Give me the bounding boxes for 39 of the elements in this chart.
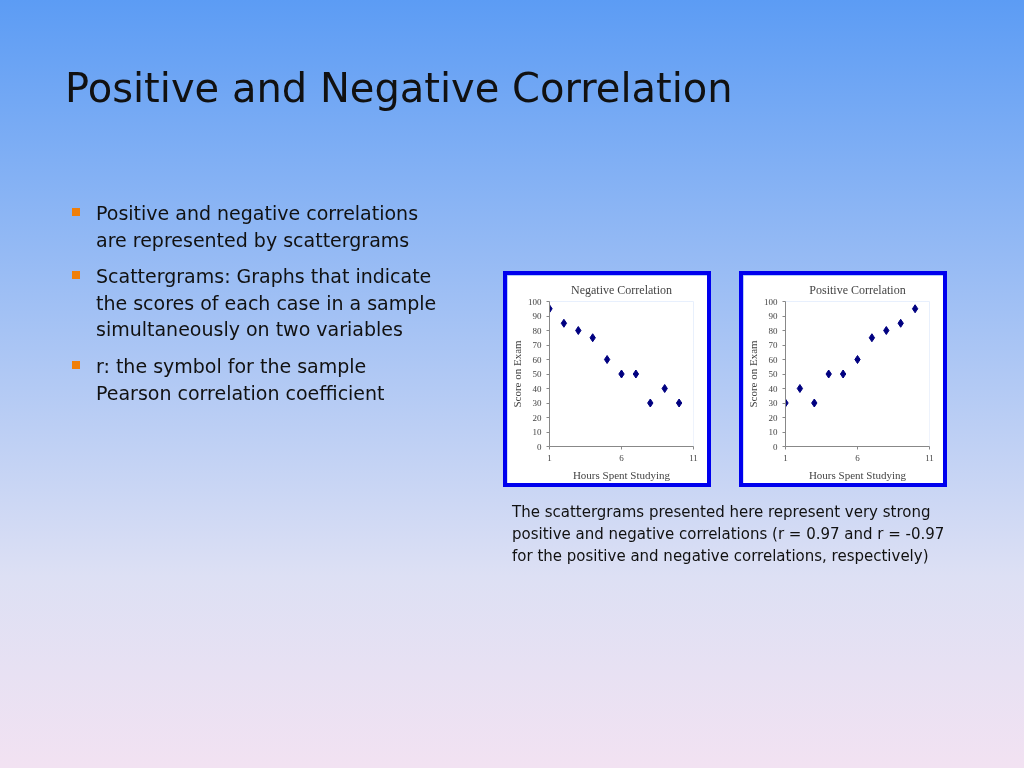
y-axis-title: Score on Exam [511, 339, 523, 408]
text: r: the symbol for the sample Pearson correlation coefficient [96, 353, 386, 406]
chart-title: Positive Correlation [809, 282, 906, 297]
x-tick-label: 1 [783, 452, 788, 463]
y-tick-label: 90 [532, 311, 542, 321]
y-tick-label: 10 [768, 427, 778, 437]
y-tick-label: 20 [768, 412, 778, 423]
y-tick-label: 80 [532, 325, 542, 336]
y-tick-label: 50 [532, 369, 542, 379]
text: Scattergrams: Graphs that indicate the scores of each case in a sample simultaneously on two variables [96, 264, 438, 343]
x-tick-label: 11 [689, 452, 698, 463]
y-tick-label: 100 [764, 296, 778, 307]
y-tick-label: 50 [768, 369, 778, 379]
y-tick-label: 60 [768, 354, 778, 365]
y-tick-label: 70 [532, 340, 542, 350]
text: Positive and negative correlations are represented by scattergrams [96, 201, 420, 253]
x-tick-label: 1 [547, 452, 552, 463]
y-tick-label: 20 [532, 412, 542, 423]
y-tick-label: 60 [532, 354, 542, 365]
x-axis-title: Hours Spent Studying [808, 468, 907, 481]
y-axis-title: Score on Exam [747, 339, 759, 408]
y-tick-label: 10 [532, 427, 542, 437]
chart-title: Negative Correlation [571, 282, 672, 297]
x-axis-title: Hours Spent Studying [572, 468, 671, 481]
y-tick-label: 30 [768, 398, 778, 408]
x-tick-label: 6 [855, 452, 861, 463]
text: The scattergrams presented here represent very strong positive and negative correlations (r = 0.97 and r = -0.97 for the positive and negative correlations, respectively) [512, 502, 946, 567]
y-tick-label: 90 [768, 311, 778, 321]
y-tick-label: 100 [528, 296, 542, 307]
y-tick-label: 0 [773, 441, 778, 452]
x-tick-label: 6 [619, 452, 625, 463]
y-tick-label: 40 [768, 383, 778, 394]
y-tick-label: 70 [768, 340, 778, 350]
y-tick-label: 40 [532, 383, 542, 394]
y-tick-label: 0 [537, 441, 542, 452]
text: Positive and Negative Correlation [65, 64, 733, 113]
x-tick-label: 11 [925, 452, 934, 463]
y-tick-label: 80 [768, 325, 778, 336]
y-tick-label: 30 [532, 398, 542, 408]
